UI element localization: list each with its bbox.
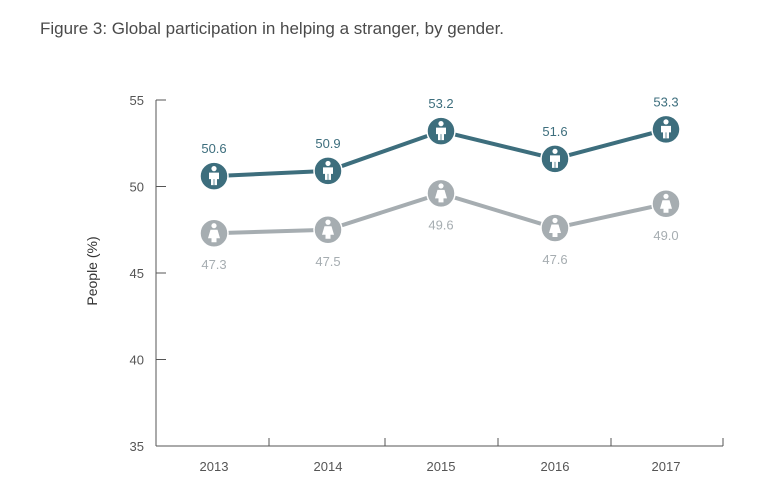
series-0: 50.6 50.9 53.2 51.6 53.3 (199, 94, 681, 191)
male-figure-icon (209, 166, 219, 186)
series-1: 47.3 47.5 49.6 47.6 49.0 (199, 178, 681, 272)
female-figure-icon (208, 223, 220, 243)
data-point: 53.3 (651, 94, 681, 145)
data-label: 53.2 (428, 96, 453, 111)
female-figure-icon (322, 219, 334, 239)
chart-series: 50.6 50.9 53.2 51.6 53.3 47.3 47.5 49.6 47.6 49.0 (199, 94, 681, 272)
x-tick-label: 2015 (427, 459, 456, 474)
female-figure-icon (549, 217, 561, 238)
x-tick-label: 2014 (314, 459, 343, 474)
male-figure-icon (436, 121, 446, 141)
figure-title: Figure 3: Global participation in helpin… (40, 19, 505, 38)
data-label: 49.6 (428, 217, 453, 232)
data-label: 47.3 (201, 257, 226, 272)
data-point: 50.6 (199, 141, 229, 191)
data-label: 51.6 (542, 124, 567, 139)
chart-axes: 35 40 45 50 55 2013 2014 2015 2016 2017 People (%) (84, 93, 724, 474)
data-label: 47.5 (315, 254, 340, 269)
data-point: 51.6 (540, 124, 570, 174)
y-axis-title: People (%) (84, 236, 100, 305)
data-point: 47.3 (199, 218, 229, 272)
data-label: 53.3 (653, 94, 678, 109)
data-point: 49.0 (651, 189, 681, 243)
y-tick-label: 45 (130, 266, 144, 281)
data-point: 47.6 (540, 213, 570, 267)
y-tick-label: 55 (130, 93, 144, 108)
y-tick-label: 40 (130, 353, 144, 368)
data-label: 50.6 (201, 141, 226, 156)
x-tick-label: 2017 (652, 459, 681, 474)
female-figure-icon (660, 193, 672, 213)
y-tick-label: 35 (130, 439, 144, 454)
x-tick-label: 2016 (541, 459, 570, 474)
data-label: 49.0 (653, 228, 678, 243)
male-figure-icon (550, 148, 560, 168)
male-figure-icon (323, 160, 333, 180)
data-point: 50.9 (313, 136, 343, 186)
data-point: 53.2 (426, 96, 456, 146)
data-point: 49.6 (426, 178, 456, 232)
data-point: 47.5 (313, 215, 343, 269)
data-label: 50.9 (315, 136, 340, 151)
y-tick-label: 50 (130, 180, 144, 195)
male-figure-icon (661, 119, 671, 139)
female-figure-icon (435, 183, 447, 203)
data-label: 47.6 (542, 252, 567, 267)
x-tick-label: 2013 (200, 459, 229, 474)
